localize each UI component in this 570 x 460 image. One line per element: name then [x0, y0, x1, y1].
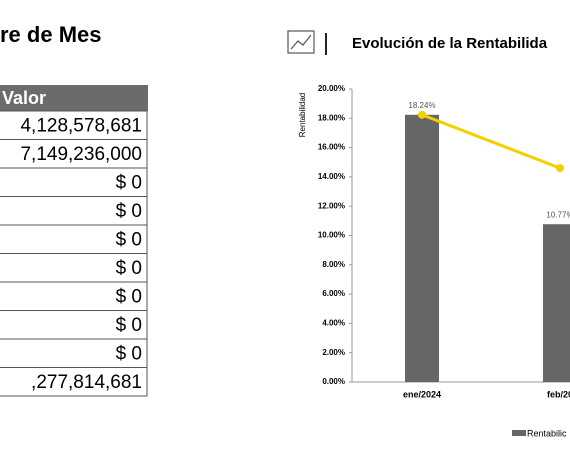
y-tick-label: 6.00%	[322, 289, 345, 298]
chart-icon	[287, 30, 315, 54]
table-row	[0, 139, 148, 169]
table-row	[0, 167, 148, 197]
table-cell: ,277,814,681	[31, 372, 142, 393]
table-row	[0, 224, 148, 254]
table-cell: $ 0	[116, 229, 142, 250]
line	[421, 113, 561, 170]
table-header	[0, 85, 148, 111]
table-row	[0, 253, 148, 283]
x-tick-label: feb/20	[547, 389, 570, 399]
y-tick-label: 18.00%	[318, 113, 345, 122]
report-title: re de Mes	[0, 22, 102, 47]
value-label: 18.24%	[408, 101, 435, 110]
value-label: 10.77%	[546, 210, 570, 219]
table-cell: 7,149,236,000	[20, 144, 142, 165]
table-cell: $ 0	[116, 343, 142, 364]
y-tick-label: 4.00%	[322, 319, 345, 328]
table-cell: $ 0	[116, 258, 142, 279]
table-row	[0, 310, 148, 340]
y-axis-label: Rentabilidad	[298, 93, 307, 137]
chart-icon-line	[290, 34, 312, 50]
y-tick-label: 2.00%	[322, 348, 345, 357]
line-point	[556, 164, 564, 173]
bar	[405, 114, 439, 382]
chart-header: Evolución de la Rentabilida	[287, 30, 548, 55]
table-row	[0, 367, 148, 397]
y-tick-label: 10.00%	[318, 231, 345, 240]
table-row	[0, 196, 148, 226]
y-tick-label: 14.00%	[318, 172, 345, 181]
y-tick-label: 8.00%	[322, 260, 345, 269]
table-cell: $ 0	[116, 201, 142, 222]
chart-title: Evolución de la Rentabilida	[352, 35, 548, 52]
x-tick-label: ene/2024	[403, 389, 441, 399]
y-tick-label: 20.00%	[318, 84, 345, 93]
y-tick-label: 16.00%	[318, 143, 345, 152]
legend-swatch	[512, 430, 526, 436]
table-cell: $ 0	[116, 172, 142, 193]
bar	[543, 224, 570, 382]
line-point	[418, 110, 426, 119]
table-cell: $ 0	[116, 315, 142, 336]
table-cell: $ 0	[116, 286, 142, 307]
y-tick-label: 0.00%	[322, 377, 345, 386]
table-row	[0, 110, 148, 140]
legend-label: Rentabilic	[527, 428, 567, 438]
y-tick-label: 12.00%	[318, 201, 345, 210]
header-cell: Valor	[2, 88, 46, 108]
table-cell: 4,128,578,681	[20, 115, 142, 136]
table-row	[0, 281, 148, 311]
table-row	[0, 338, 148, 368]
